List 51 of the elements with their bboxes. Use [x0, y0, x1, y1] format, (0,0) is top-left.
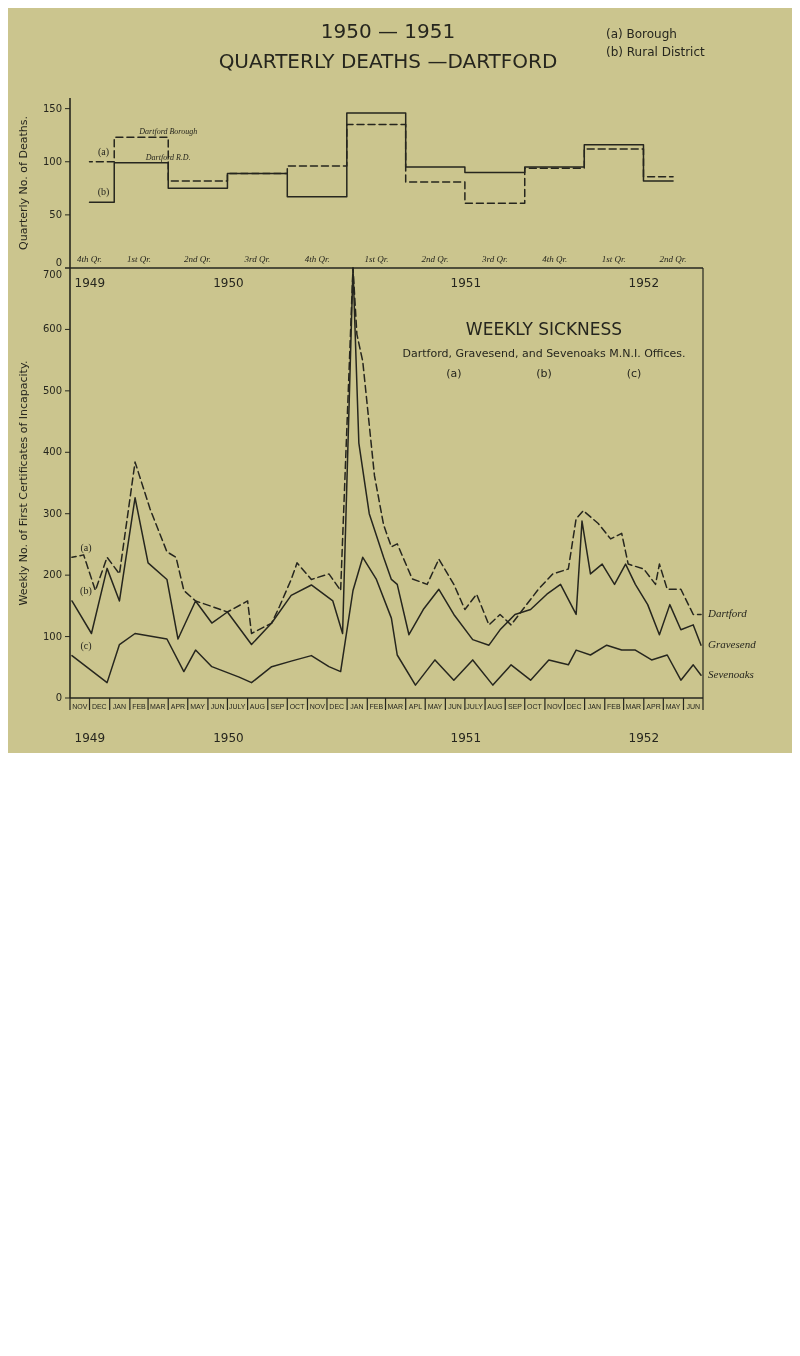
chart-subtitle: QUARTERLY DEATHS —DARTFORD	[218, 48, 558, 73]
annotation: (a)	[97, 146, 110, 159]
text: (a) Borough	[606, 27, 677, 41]
annotation: 1950	[213, 275, 244, 290]
annotation: (b)	[536, 367, 552, 380]
y-tick-label: 400	[42, 446, 62, 458]
y-tick-label: 600	[42, 323, 62, 335]
y-axis-title: Weekly No. of First Certificates of Incapacity.	[17, 360, 30, 606]
annotation: (c)	[626, 367, 642, 380]
y-tick-label: 500	[42, 384, 62, 396]
series-label: Dartford Borough	[138, 127, 198, 137]
y-tick-label: 150	[42, 102, 62, 114]
annotation: (a)	[446, 367, 462, 380]
series-label: Dartford	[707, 606, 748, 619]
annotation: 1951	[450, 275, 482, 290]
series-label: Sevenoaks	[708, 667, 754, 680]
y-tick-label: 700	[42, 269, 62, 280]
text: 1952	[628, 730, 660, 745]
x-tick-label: 1st Qr.	[601, 254, 626, 265]
annotation: (b)	[97, 186, 110, 199]
x-tick-label: 2nd Qr.	[421, 254, 449, 265]
x-tick-label: 4th Qr.	[77, 254, 103, 265]
y-tick-label: 300	[42, 507, 62, 519]
annotation: (a)	[80, 541, 92, 554]
text: WEEKLY SICKNESS	[465, 319, 623, 339]
y-tick-label: 200	[42, 569, 62, 581]
x-tick-label: 1st Qr.	[126, 254, 151, 265]
chart-title: 1950 — 1951	[320, 18, 456, 43]
x-tick-label: 2nd Qr.	[659, 254, 687, 265]
y-axis-title: Quarterly No. of Deaths.	[17, 116, 30, 250]
annotation: 1949	[74, 275, 106, 290]
annotation: (b)	[80, 585, 92, 598]
text: 1951	[450, 730, 482, 745]
x-tick-label: 2nd Qr.	[184, 254, 212, 265]
x-tick-label: 3rd Qr.	[243, 254, 271, 265]
text: 1949	[74, 730, 106, 745]
x-tick-label: 3rd Qr.	[480, 254, 508, 265]
x-tick-label: 1st Qr.	[364, 254, 389, 265]
text: 1950	[213, 730, 244, 745]
y-tick-label: 0	[55, 257, 62, 268]
x-tick-label: 4th Qr.	[304, 254, 330, 265]
x-tick-label: 4th Qr.	[542, 254, 568, 265]
series-label: Gravesend	[708, 637, 757, 650]
annotation: 1952	[628, 275, 660, 290]
y-tick-label: 100	[42, 155, 62, 167]
y-tick-label: 0	[55, 692, 62, 703]
annotation: (c)	[80, 639, 92, 652]
y-tick-label: 50	[49, 208, 62, 220]
y-tick-label: 100	[42, 630, 62, 642]
text: (b) Rural District	[606, 45, 706, 59]
text: Dartford, Gravesend, and Sevenoaks M.N.I. Offices.	[402, 347, 686, 360]
